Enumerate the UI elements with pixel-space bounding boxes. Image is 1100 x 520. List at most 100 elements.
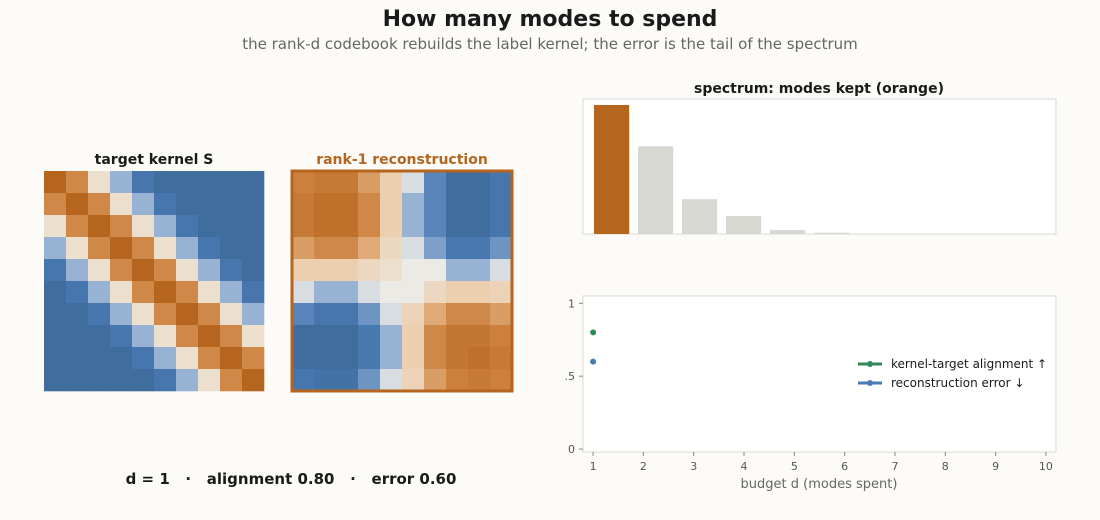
heatmap-cell (198, 347, 221, 370)
heatmap-cell (292, 193, 315, 216)
heatmap-cell (44, 259, 67, 282)
heatmap-cell (446, 369, 469, 392)
heatmap-cell (336, 171, 359, 194)
heatmap-cell (88, 237, 111, 260)
heatmap-cell (358, 259, 381, 282)
heatmap-cell (66, 215, 89, 238)
heatmap-cell (44, 171, 67, 194)
heatmap-cell (154, 347, 177, 370)
heatmap-cell (110, 281, 133, 304)
x-tick-label: 1 (590, 460, 597, 473)
heatmap-cell (490, 215, 513, 238)
heatmap-cell (314, 325, 337, 348)
heatmap-cell (44, 237, 67, 260)
heatmap-cell (490, 281, 513, 304)
heatmap-cell (336, 325, 359, 348)
heatmap-cell (132, 281, 155, 304)
heatmap-cell (358, 369, 381, 392)
heatmap-cell (88, 325, 111, 348)
heatmap-cell (402, 237, 425, 260)
legend-marker-error (867, 380, 873, 386)
heatmap-cell (198, 237, 221, 260)
heatmap-cell (44, 369, 67, 392)
heatmap-cell (154, 303, 177, 326)
heatmap-cell (314, 171, 337, 194)
heatmap-cell (44, 193, 67, 216)
heatmap-cell (468, 281, 491, 304)
heatmap-cell (380, 259, 403, 282)
target-kernel-title: target kernel S (95, 152, 214, 168)
spectrum-bar (682, 199, 718, 234)
heatmap-cell (220, 325, 243, 348)
x-tick-label: 10 (1039, 460, 1053, 473)
heatmap-cell (446, 215, 469, 238)
heatmap-cell (220, 347, 243, 370)
heatmap-cell (198, 259, 221, 282)
heatmap-cell (242, 237, 265, 260)
heatmap-cell (220, 303, 243, 326)
heatmap-cell (110, 193, 133, 216)
heatmap-cell (110, 325, 133, 348)
heatmap-cell (314, 259, 337, 282)
heatmap-cell (446, 347, 469, 370)
heatmap-cell (336, 281, 359, 304)
heatmap-cell (292, 237, 315, 260)
budget-legend: kernel-target alignment ↑ reconstruction… (858, 357, 1047, 390)
heatmap-cell (490, 259, 513, 282)
heatmap-cell (424, 281, 447, 304)
heatmap-cell (110, 347, 133, 370)
heatmap-cell (44, 347, 67, 370)
heatmap-cell (314, 303, 337, 326)
heatmap-cell (242, 259, 265, 282)
budget-ticks: 1 2 3 4 5 6 7 8 9 10 0 .5 1 (565, 297, 1053, 473)
heatmap-cell (468, 215, 491, 238)
heatmap-cell (110, 237, 133, 260)
heatmap-cell (336, 347, 359, 370)
error-point (590, 358, 597, 365)
heatmap-cell (292, 325, 315, 348)
heatmap-cell (66, 281, 89, 304)
heatmap-cell (132, 171, 155, 194)
budget-panel: 1 2 3 4 5 6 7 8 9 10 0 .5 1 budget d (modes spent) k… (565, 295, 1057, 492)
x-tick-label: 2 (640, 460, 647, 473)
reconstruction-heatmap (292, 171, 513, 392)
heatmap-cell (490, 325, 513, 348)
y-tick-label: .5 (565, 370, 576, 383)
target-kernel-panel: target kernel S (44, 152, 265, 392)
heatmap-cell (242, 281, 265, 304)
heatmap-cell (336, 303, 359, 326)
heatmap-cell (132, 303, 155, 326)
heatmap-cell (242, 171, 265, 194)
spectrum-panel: spectrum: modes kept (orange) (582, 81, 1057, 235)
heatmap-cell (468, 259, 491, 282)
reconstruction-panel: rank-1 reconstruction (290, 152, 514, 393)
heatmap-cell (336, 237, 359, 260)
heatmap-cell (380, 303, 403, 326)
heatmap-cell (220, 369, 243, 392)
heatmap-cell (446, 237, 469, 260)
spectrum-bar (814, 232, 850, 234)
x-tick-label: 9 (992, 460, 999, 473)
heatmap-cell (314, 369, 337, 392)
heatmap-cell (358, 237, 381, 260)
heatmap-cell (154, 369, 177, 392)
heatmap-cell (358, 215, 381, 238)
heatmap-cell (424, 215, 447, 238)
heatmap-cell (358, 281, 381, 304)
heatmap-cell (88, 303, 111, 326)
heatmap-cell (490, 237, 513, 260)
heatmap-cell (176, 325, 199, 348)
heatmap-cell (220, 193, 243, 216)
heatmap-cell (336, 215, 359, 238)
heatmap-cell (176, 369, 199, 392)
heatmap-cell (110, 259, 133, 282)
heatmap-cell (468, 193, 491, 216)
heatmap-cell (110, 303, 133, 326)
heatmap-cell (424, 325, 447, 348)
heatmap-cell (292, 369, 315, 392)
heatmap-cell (132, 369, 155, 392)
legend-label-alignment: kernel-target alignment ↑ (891, 357, 1047, 371)
heatmap-cell (402, 303, 425, 326)
heatmap-cell (66, 193, 89, 216)
heatmap-cell (242, 347, 265, 370)
